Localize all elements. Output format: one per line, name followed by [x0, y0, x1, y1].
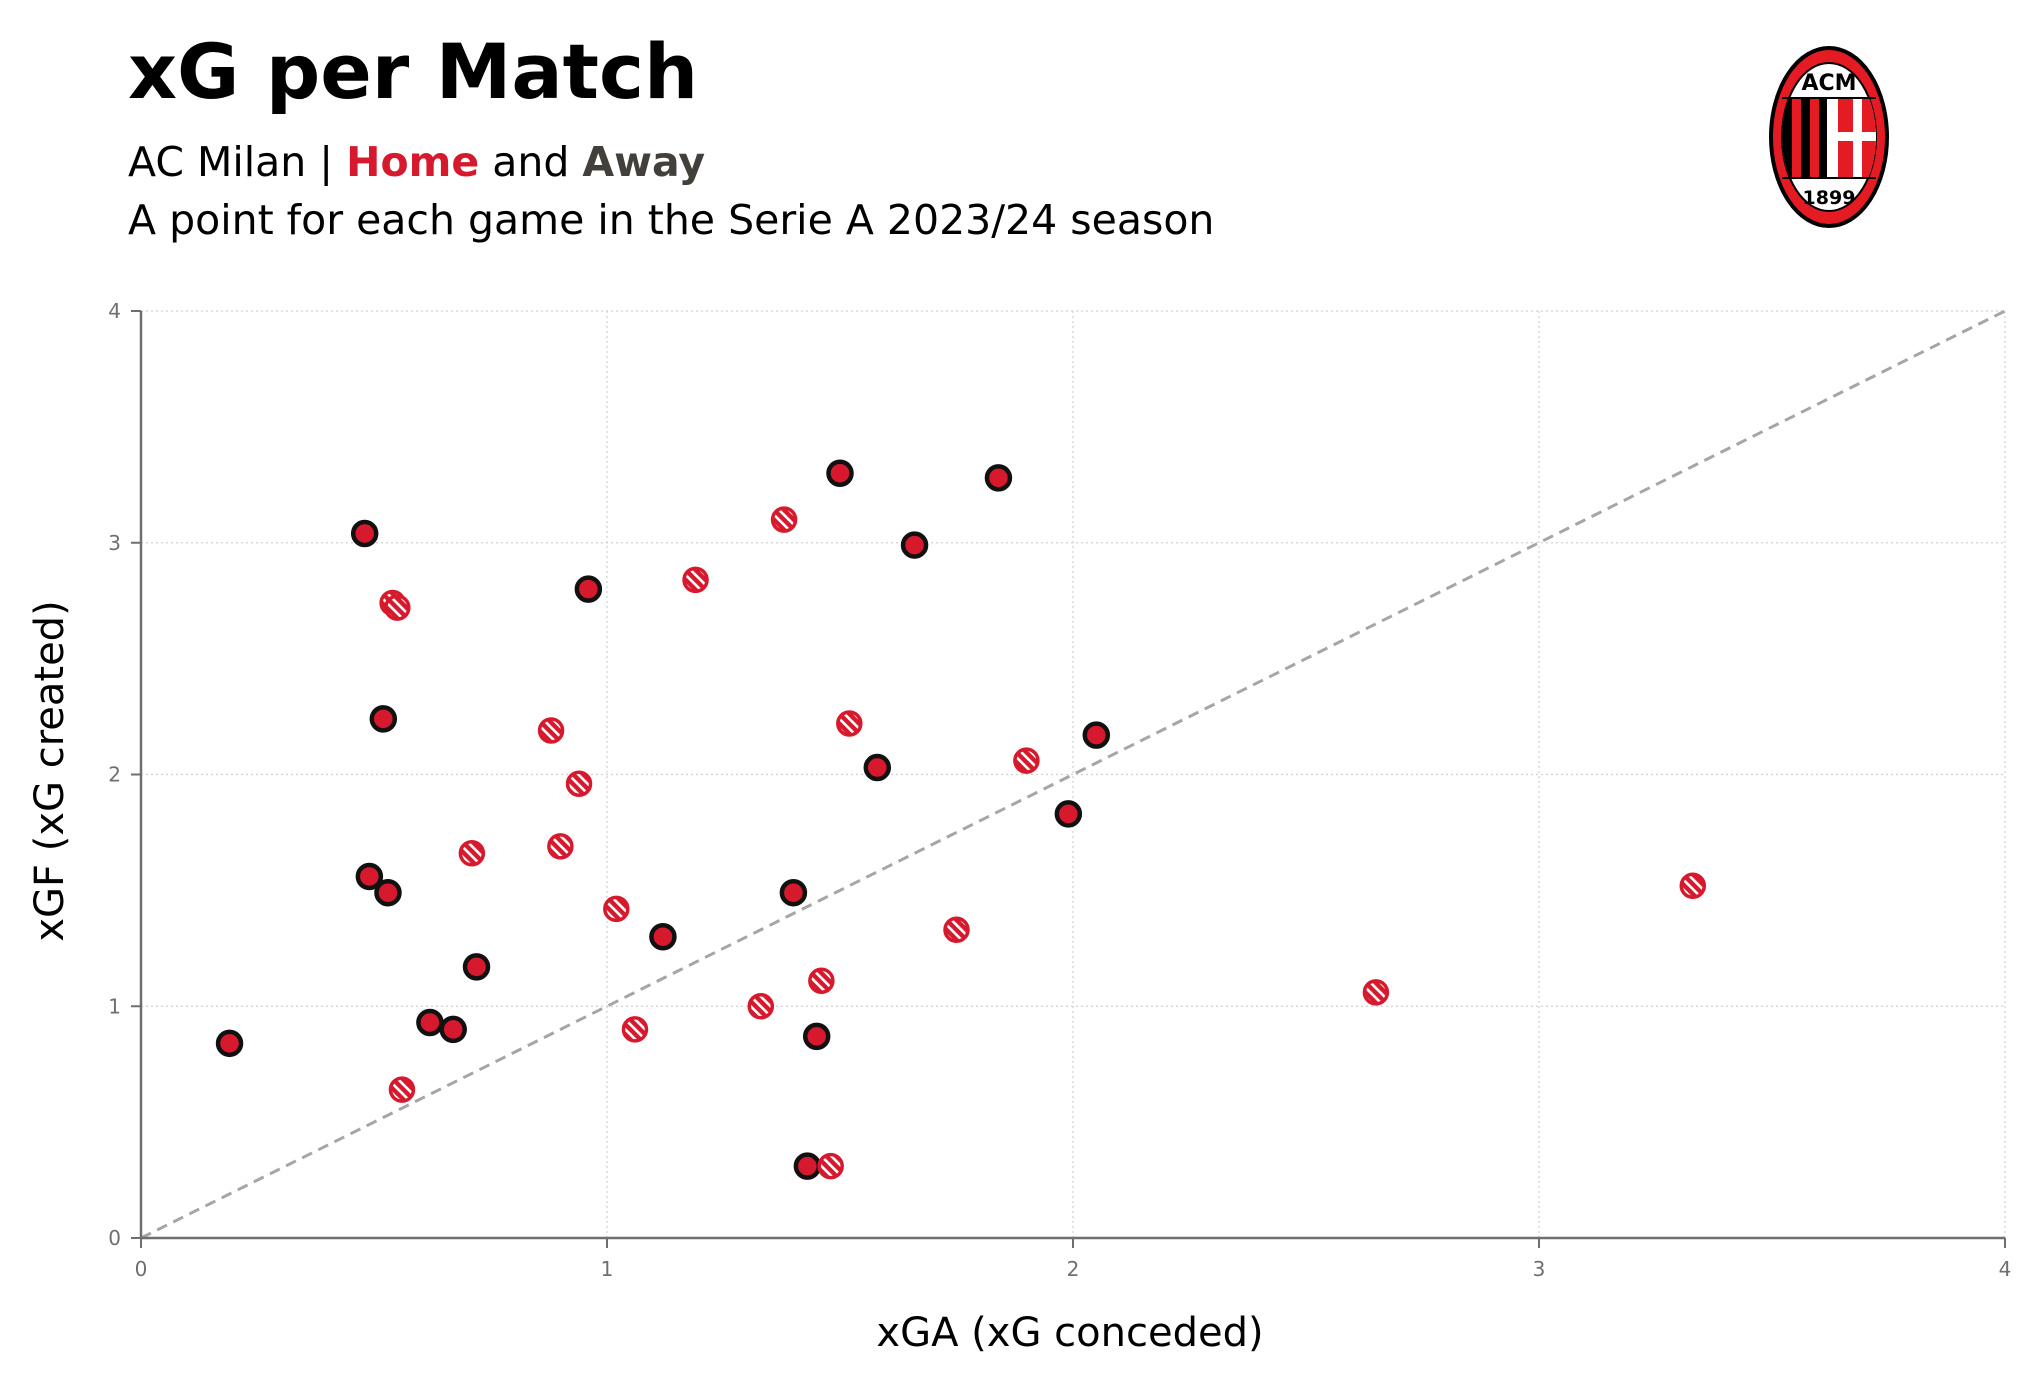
chart-subtitle: AC Milan | Home and Away: [128, 138, 705, 187]
x-tick-label: 1: [601, 1257, 614, 1281]
away-match-point: [388, 1076, 416, 1103]
away-series: [379, 506, 1707, 1180]
logo-stripes: [1782, 98, 1876, 178]
home-match-point: [793, 1152, 822, 1180]
away-match-point: [621, 1016, 649, 1043]
y-tick-label: 4: [108, 299, 121, 323]
home-match-point: [863, 753, 892, 782]
y-tick-label: 1: [108, 994, 121, 1018]
grid-lines: [141, 310, 2006, 1238]
x-tick-label: 0: [135, 1257, 148, 1281]
away-match-point: [808, 967, 835, 995]
home-match-point: [574, 575, 603, 603]
home-match-point: [826, 459, 854, 487]
subtitle-home: Home: [346, 138, 480, 186]
away-match-point: [1013, 747, 1040, 774]
away-match-point: [384, 594, 411, 621]
away-match-point: [547, 833, 574, 860]
home-series: [215, 459, 1111, 1180]
home-match-point: [215, 1029, 244, 1058]
y-tick-label: 0: [108, 1226, 121, 1250]
away-match-point: [770, 506, 798, 533]
y-axis-label: xGF (xG created): [27, 600, 73, 941]
away-match-point: [943, 916, 970, 944]
home-match-point: [462, 953, 491, 981]
y-tick-label: 3: [108, 531, 121, 555]
logo-year: 1899: [1803, 187, 1856, 209]
home-match-point: [439, 1015, 467, 1044]
home-match-point: [1054, 800, 1083, 828]
away-match-point: [458, 840, 486, 867]
x-tick-label: 2: [1067, 1257, 1080, 1281]
x-axis-label: xGA (xG conceded): [876, 1310, 1263, 1356]
tick-labels: 0 1 2 3 4 0 1 2 3 4: [108, 299, 2011, 1281]
home-match-point: [355, 862, 384, 891]
subtitle-away: Away: [582, 138, 706, 186]
home-match-point: [374, 878, 402, 907]
x-tick-label: 4: [1999, 1257, 2012, 1281]
away-match-point: [565, 770, 593, 798]
away-match-point: [682, 566, 709, 594]
club-logo: ACM 1899: [1769, 46, 1889, 228]
chart-title: xG per Match: [128, 27, 699, 116]
logo-top-text: ACM: [1801, 71, 1856, 96]
home-match-point: [802, 1022, 831, 1051]
y-tick-label: 2: [108, 763, 121, 787]
chart-description: A point for each game in the Serie A 202…: [128, 196, 1215, 244]
home-match-point: [1082, 721, 1111, 749]
away-match-point: [537, 717, 565, 744]
home-match-point: [900, 531, 929, 559]
away-match-point: [603, 895, 630, 923]
subtitle-team: AC Milan |: [128, 138, 334, 186]
home-match-point: [416, 1008, 444, 1037]
subtitle-and: and: [492, 138, 570, 186]
x-tick-label: 3: [1533, 1257, 1546, 1281]
away-match-point: [1362, 979, 1390, 1006]
home-match-point: [779, 878, 808, 907]
home-match-point: [984, 464, 1013, 492]
axes: [131, 310, 2006, 1248]
reference-diagonal-line: [140, 309, 2006, 1240]
away-match-point: [817, 1152, 844, 1180]
away-match-point: [1679, 872, 1707, 899]
home-match-point: [649, 922, 677, 951]
away-match-point: [747, 993, 775, 1020]
home-match-point: [369, 705, 398, 733]
away-match-point: [836, 710, 863, 737]
home-match-point: [350, 519, 379, 548]
